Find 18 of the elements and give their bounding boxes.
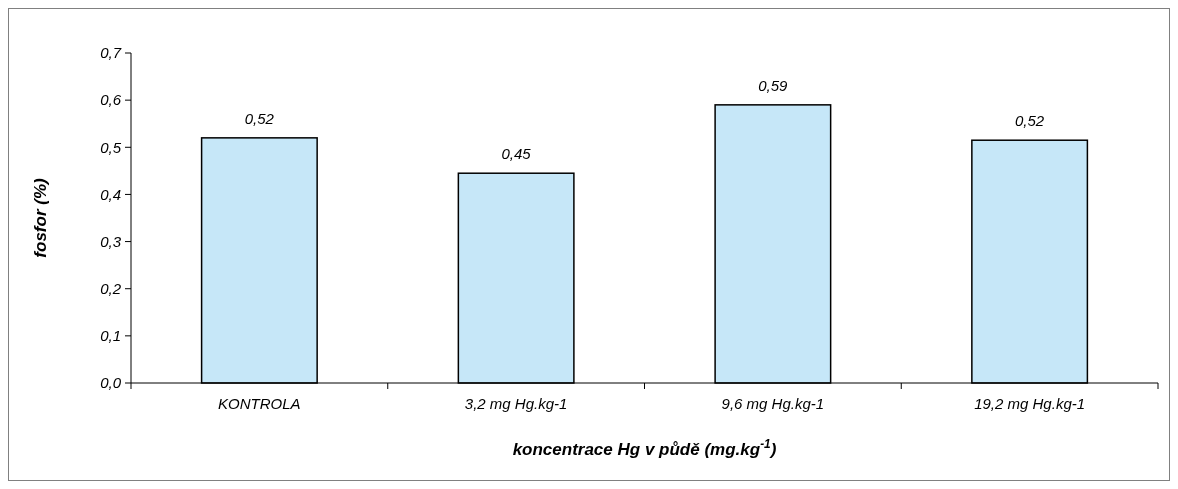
- y-tick-label: 0,2: [100, 279, 122, 297]
- data-label: 0,45: [501, 145, 532, 163]
- data-label: 0,52: [1015, 112, 1045, 130]
- y-tick-label: 0,4: [100, 185, 121, 203]
- x-tick-label: KONTROLA: [218, 395, 301, 412]
- y-axis-title: fosfor (%): [31, 178, 50, 258]
- x-tick-label: 19,2 mg Hg.kg-1: [974, 395, 1086, 412]
- x-axis-title: koncentrace Hg v půdě (mg.kg$^{-1}$): [512, 437, 777, 459]
- data-label: 0,59: [758, 76, 789, 94]
- x-tick-label: 3,2 mg Hg.kg-1: [464, 395, 568, 412]
- data-label: 0,52: [244, 109, 275, 127]
- y-tick-label: 0,1: [100, 327, 121, 345]
- y-tick-label: 0,0: [100, 374, 122, 392]
- y-tick-label: 0,6: [100, 91, 122, 109]
- y-tick-label: 0,5: [100, 138, 122, 156]
- y-tick-label: 0,3: [100, 232, 122, 250]
- x-tick-label: 9,6 mg Hg.kg-1: [721, 395, 825, 412]
- y-tick-label: 0,7: [100, 44, 122, 62]
